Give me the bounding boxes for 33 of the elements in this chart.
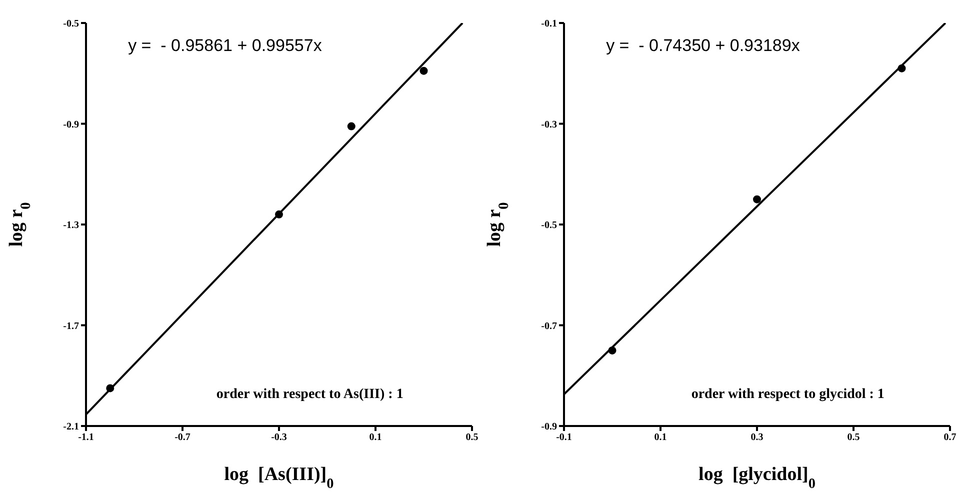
point — [753, 195, 761, 204]
y-tick-label: -0.9 — [63, 119, 79, 130]
y-tick-label: -0.5 — [541, 220, 557, 232]
x-axis-title: log [As(III)]$_{0}$ — [224, 464, 334, 492]
y-tick-label: -0.1 — [541, 18, 557, 30]
point — [608, 346, 616, 354]
point — [420, 66, 428, 75]
y-tick-label: -0.7 — [541, 320, 557, 332]
y-tick-label: -0.5 — [63, 18, 79, 30]
x-tick-label: 0.7 — [944, 432, 956, 444]
annotation: order with respect to glycidol : 1 — [691, 387, 884, 402]
x-tick-label: -0.1 — [556, 432, 572, 444]
point — [898, 64, 906, 72]
y-tick-label: -0.9 — [541, 422, 557, 433]
point — [275, 210, 283, 218]
annotation: order with respect to As(III) : 1 — [216, 387, 404, 402]
y-tick-label: -2.1 — [63, 422, 79, 433]
y-tick-label: -0.3 — [541, 119, 557, 130]
x-tick-label: 0.5 — [466, 432, 478, 444]
annotation: y = - 0.74350 + 0.93189x — [606, 36, 800, 55]
x-axis-title: log [glycidol]$_{0}$ — [698, 464, 816, 492]
x-tick-label: 0.5 — [847, 432, 860, 444]
point — [106, 384, 114, 392]
x-tick-label: -0.3 — [271, 432, 287, 444]
point — [347, 122, 356, 130]
annotation: y = - 0.95861 + 0.99557x — [128, 36, 322, 55]
x-tick-label: 0.1 — [654, 432, 667, 444]
x-tick-label: -1.1 — [78, 432, 94, 444]
x-tick-label: -0.7 — [174, 432, 190, 444]
x-tick-label: 0.1 — [369, 432, 382, 444]
x-tick-label: 0.3 — [750, 432, 764, 444]
y-tick-label: -1.3 — [63, 220, 79, 232]
y-tick-label: -1.7 — [63, 320, 79, 332]
